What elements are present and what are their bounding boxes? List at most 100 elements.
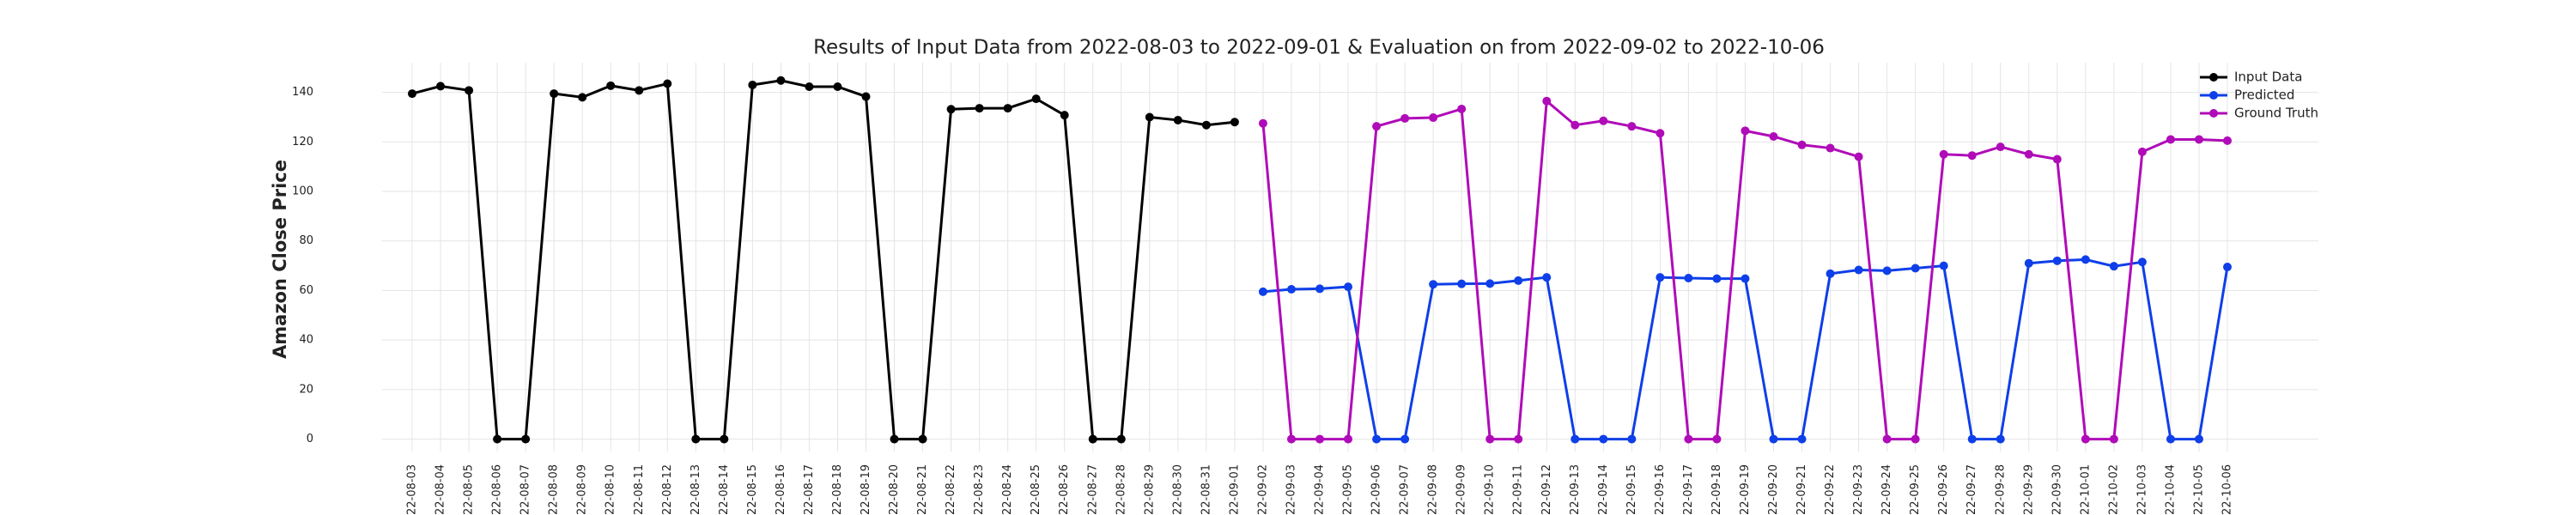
point <box>890 434 899 444</box>
x-tick-label: 2022-08-27 <box>1086 464 1099 515</box>
point <box>1854 152 1863 161</box>
point <box>1741 274 1750 283</box>
point <box>408 89 416 99</box>
x-tick-label: 2022-09-04 <box>1314 464 1327 515</box>
point <box>436 82 446 91</box>
point <box>465 86 474 95</box>
point <box>1797 140 1807 149</box>
x-tick-label: 2022-08-31 <box>1200 464 1212 515</box>
point <box>1882 434 1892 444</box>
point <box>1826 143 1835 153</box>
point <box>1230 118 1239 127</box>
point <box>1400 434 1410 444</box>
point <box>578 93 587 102</box>
point <box>1712 434 1722 444</box>
x-tick-label: 2022-09-09 <box>1455 464 1468 515</box>
x-tick-label: 2022-09-03 <box>1285 464 1297 515</box>
point <box>1826 269 1835 278</box>
point <box>1372 434 1382 444</box>
point <box>2024 149 2033 159</box>
point <box>1031 94 1041 104</box>
point <box>663 79 672 88</box>
point <box>776 76 786 85</box>
y-tick-label: 20 <box>299 383 313 396</box>
point <box>1372 122 1382 131</box>
point <box>1088 434 1097 444</box>
x-tick-label: 2022-10-02 <box>2107 464 2120 515</box>
point <box>1145 112 1154 122</box>
point <box>833 82 842 91</box>
x-tick-label: 2022-08-18 <box>831 464 844 515</box>
x-tick-label: 2022-08-17 <box>803 464 816 515</box>
point <box>1769 131 1778 141</box>
point <box>861 92 871 101</box>
x-tick-label: 2022-09-30 <box>2050 464 2063 515</box>
y-tick-label: 80 <box>299 234 313 247</box>
legend-label: Input Data <box>2234 70 2302 85</box>
x-tick-label: 2022-08-26 <box>1058 464 1071 515</box>
x-tick-label: 2022-08-29 <box>1143 464 1156 515</box>
point <box>1344 434 1353 444</box>
x-tick-label: 2022-08-09 <box>576 464 589 515</box>
x-tick-label: 2022-08-08 <box>548 464 561 515</box>
x-tick-label: 2022-08-16 <box>775 464 787 515</box>
point <box>2052 256 2062 265</box>
point <box>1911 264 1920 273</box>
point <box>2081 255 2090 264</box>
x-tick-label: 2022-08-05 <box>463 464 476 515</box>
point <box>2081 434 2090 444</box>
point <box>2223 136 2232 145</box>
point <box>2166 434 2175 444</box>
legend-marker <box>2209 91 2218 100</box>
series-line <box>411 79 1236 441</box>
x-tick-label: 2022-09-28 <box>1994 464 2007 515</box>
point <box>1996 434 2005 444</box>
point <box>1173 115 1182 124</box>
x-tick-label: 2022-09-07 <box>1399 464 1412 515</box>
x-tick-label: 2022-08-07 <box>519 464 532 515</box>
point <box>1684 274 1693 283</box>
point <box>2052 154 2062 164</box>
y-tick-label: 120 <box>292 136 313 148</box>
point <box>2194 135 2203 144</box>
point <box>1967 151 1977 161</box>
x-tick-label: 2022-09-02 <box>1256 464 1269 515</box>
x-tick-label: 2022-09-26 <box>1937 464 1950 515</box>
x-tick-label: 2022-08-30 <box>1171 464 1184 515</box>
x-tick-label: 2022-08-12 <box>661 464 674 515</box>
point <box>2109 434 2118 444</box>
point <box>1627 434 1637 444</box>
point <box>1854 265 1863 275</box>
x-tick-label: 2022-09-13 <box>1569 464 1582 515</box>
point <box>1315 434 1324 444</box>
point <box>2137 258 2147 267</box>
y-tick-label: 0 <box>307 433 313 445</box>
x-tick-label: 2022-08-03 <box>406 464 419 515</box>
point <box>1797 434 1807 444</box>
x-tick-label: 2022-09-06 <box>1370 464 1383 515</box>
x-tick-label: 2022-08-13 <box>690 464 702 515</box>
x-tick-label: 2022-09-21 <box>1795 464 1808 515</box>
x-tick-label: 2022-08-24 <box>1001 464 1014 515</box>
x-tick-label: 2022-09-15 <box>1625 464 1638 515</box>
point <box>975 104 984 113</box>
x-tick-label: 2022-09-29 <box>2022 464 2035 515</box>
x-tick-label: 2022-10-01 <box>2079 464 2092 515</box>
point <box>1599 116 1608 125</box>
point <box>1201 120 1211 130</box>
y-tick-label: 100 <box>292 185 313 198</box>
point <box>918 434 927 444</box>
x-tick-label: 2022-08-28 <box>1115 464 1127 515</box>
point <box>2109 262 2118 271</box>
point <box>1939 261 1948 270</box>
x-tick-label: 2022-08-23 <box>973 464 986 515</box>
point <box>1258 118 1267 128</box>
y-tick-label: 60 <box>299 284 313 297</box>
point <box>1967 434 1977 444</box>
point <box>550 89 559 99</box>
x-tick-label: 2022-09-12 <box>1540 464 1553 515</box>
point <box>493 434 502 444</box>
point <box>1457 104 1467 113</box>
x-tick-label: 2022-09-19 <box>1739 464 1752 515</box>
legend-marker <box>2209 109 2218 118</box>
